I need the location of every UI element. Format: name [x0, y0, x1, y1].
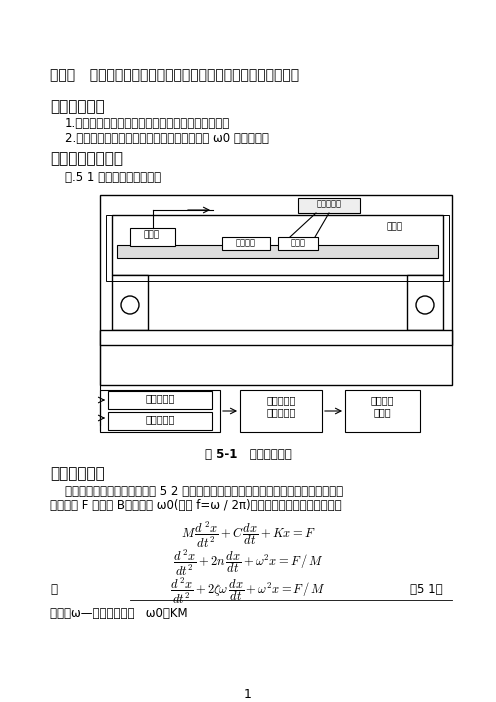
Text: 1.学会测量单自由度系统强迫振动的幅频特性曲线。: 1.学会测量单自由度系统强迫振动的幅频特性曲线。 [65, 117, 230, 130]
Text: 单自由度系统的力学模型如图 5 2 所示。在正弦激振力的作用下系统作简谐强迫振动，: 单自由度系统的力学模型如图 5 2 所示。在正弦激振力的作用下系统作简谐强迫振动… [65, 485, 343, 498]
Bar [106, 215, 449, 281]
Bar [117, 245, 438, 258]
Text: 三、实验原理: 三、实验原理 [50, 466, 105, 481]
Text: 式中：ω—系统固有频率   ω0＝KM: 式中：ω—系统固有频率 ω0＝KM [50, 607, 187, 620]
Text: 振动传感器: 振动传感器 [316, 199, 342, 208]
Text: 图 5-1   实验装置框图: 图 5-1 实验装置框图 [205, 448, 291, 461]
Text: 二、实验装置框图: 二、实验装置框图 [50, 151, 123, 166]
Bar [112, 215, 443, 275]
Circle shape [416, 296, 434, 314]
Bar [112, 275, 148, 330]
Text: 激振器: 激振器 [144, 230, 160, 239]
Text: $M\,\dfrac{d^{\,2}x}{dt^2} + C\,\dfrac{dx}{dt} + Kx = F$: $M\,\dfrac{d^{\,2}x}{dt^2} + C\,\dfrac{d… [181, 520, 315, 550]
Text: 绘图仪: 绘图仪 [373, 407, 391, 417]
Text: 激振信号源: 激振信号源 [145, 414, 175, 424]
Bar [407, 275, 443, 330]
Bar [130, 228, 175, 246]
Bar [240, 390, 322, 432]
Bar [108, 391, 212, 409]
Bar [298, 198, 360, 213]
Bar [222, 237, 270, 250]
Text: 图.5 1 表示实验装置的框图: 图.5 1 表示实验装置的框图 [65, 171, 161, 184]
Bar [100, 195, 452, 385]
Text: 动态分析仪: 动态分析仪 [145, 393, 175, 403]
Text: 简支梁: 简支梁 [387, 222, 403, 231]
Bar [100, 330, 452, 345]
Text: 2.学会根据幅频特性曲线确定系统的固有频率 ω0 和阻尼比。: 2.学会根据幅频特性曲线确定系统的固有频率 ω0 和阻尼比。 [65, 132, 269, 145]
Text: $\dfrac{d^{\,2}x}{dt^2} + 2\zeta\omega\,\dfrac{dx}{dt} + \omega^2 x = F\,/\,M$: $\dfrac{d^{\,2}x}{dt^2} + 2\zeta\omega\,… [170, 576, 326, 606]
Text: 打印机或: 打印机或 [370, 395, 394, 405]
Circle shape [121, 296, 139, 314]
Text: 设激振力 F 的幅值 B、圆频率 ω0(频率 f=ω / 2π)，系统的运动微分方程式为：: 设激振力 F 的幅值 B、圆频率 ω0(频率 f=ω / 2π)，系统的运动微分… [50, 499, 342, 512]
Text: 1: 1 [244, 688, 252, 701]
Bar [278, 237, 318, 250]
Bar [100, 390, 220, 432]
Bar [345, 390, 420, 432]
Text: 计算机系统: 计算机系统 [266, 395, 296, 405]
Text: 质量块: 质量块 [291, 238, 306, 247]
Text: 实验五   单自由度系统强迫振动的幅频特性固有频率和阻尼的测量: 实验五 单自由度系统强迫振动的幅频特性固有频率和阻尼的测量 [50, 68, 299, 82]
Text: （5 1）: （5 1） [410, 583, 442, 596]
Text: 一、实验目的: 一、实验目的 [50, 99, 105, 114]
Bar [108, 412, 212, 430]
Text: 或: 或 [50, 583, 57, 596]
Text: 及分析软件: 及分析软件 [266, 407, 296, 417]
Text: 力传感器: 力传感器 [236, 238, 256, 247]
Text: $\dfrac{d^{\,2}x}{dt^2} + 2n\,\dfrac{dx}{dt} + \omega^2 x = F\,/\,M$: $\dfrac{d^{\,2}x}{dt^2} + 2n\,\dfrac{dx}… [173, 548, 323, 578]
